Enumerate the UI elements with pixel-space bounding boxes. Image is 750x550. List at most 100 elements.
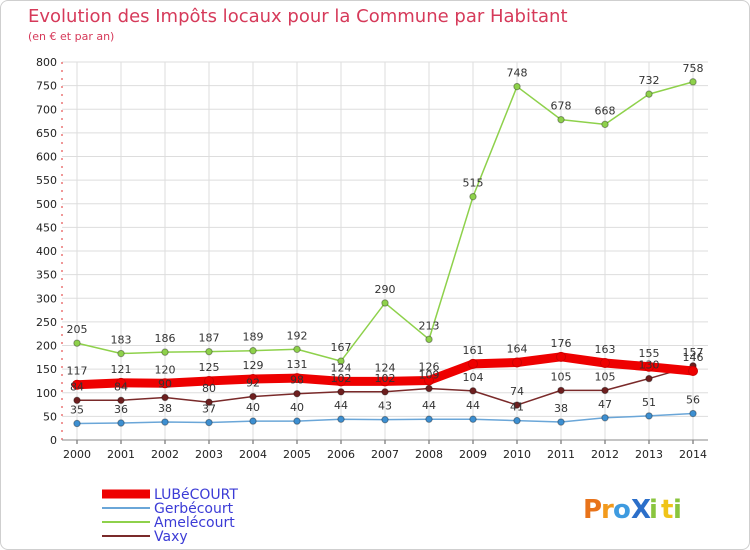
data-label-vaxy-2008: 109 [419,368,440,381]
marker-lub-court-2005 [292,373,302,384]
data-label-gerb-court-2006: 44 [334,399,348,412]
data-label-vaxy-2001: 84 [114,380,128,393]
data-label-amel-court-2006: 167 [331,341,352,354]
data-label-amel-court-2005: 192 [287,329,308,342]
y-tick-label-100: 100 [36,387,57,400]
data-label-gerb-court-2013: 51 [642,396,656,409]
marker-gerb-court-2004 [249,417,257,425]
x-tick-label-2009: 2009 [459,448,487,461]
y-tick-label-0: 0 [50,434,57,447]
y-tick-label-500: 500 [36,198,57,211]
y-tick-label-350: 350 [36,269,57,282]
marker-gerb-court-2002 [161,418,169,426]
data-label-amel-court-2007: 290 [375,283,396,296]
x-tick-label-2000: 2000 [63,448,91,461]
marker-vaxy-2010 [513,401,521,409]
chart-subtitle: (en € et par an) [28,30,114,43]
data-label-lub-court-2004: 129 [243,359,264,372]
data-label-amel-court-2004: 189 [243,331,264,344]
data-label-lub-court-2007: 124 [375,361,396,374]
data-label-amel-court-2014: 758 [683,62,704,75]
marker-amel-court-2003 [205,347,213,356]
marker-amel-court-2011 [557,115,565,124]
data-label-amel-court-2012: 668 [595,104,616,117]
marker-amel-court-2012 [601,120,609,129]
data-label-amel-court-2002: 186 [155,332,176,345]
marker-vaxy-2001 [117,396,125,405]
marker-lub-court-2003 [204,375,214,386]
data-label-vaxy-2013: 130 [639,359,660,372]
x-tick-label-2011: 2011 [547,448,575,461]
legend-label-amel-court: Amelécourt [154,515,235,531]
marker-vaxy-2003 [205,398,213,406]
data-label-lub-court-2013: 155 [639,347,660,360]
marker-gerb-court-2005 [293,417,301,425]
marker-vaxy-2007 [381,388,389,396]
data-label-lub-court-2006: 124 [331,361,352,374]
y-tick-label-250: 250 [36,316,57,329]
marker-lub-court-2000 [72,379,82,390]
y-tick-label-700: 700 [36,103,57,116]
data-label-gerb-court-2005: 40 [290,401,304,414]
marker-vaxy-2000 [73,396,81,405]
x-tick-label-2007: 2007 [371,448,399,461]
proxiti-logo: Pr o Xi t i [583,495,682,525]
marker-vaxy-2008 [425,384,433,393]
x-tick-label-2001: 2001 [107,448,135,461]
data-label-vaxy-2006: 102 [331,372,352,385]
marker-amel-court-2007 [381,299,389,307]
marker-gerb-court-2012 [601,414,609,422]
data-label-lub-court-2014: 146 [683,351,704,364]
data-labels: 205 183 186 187 189 192 167 290 213 515 748 678 668 7… [67,62,704,417]
marker-lub-court-2011 [556,351,566,362]
x-tick-label-2006: 2006 [327,448,355,461]
data-label-vaxy-2007: 102 [375,372,396,385]
legend-label-gerb-court: Gerbécourt [154,501,234,517]
x-tick-label-2010: 2010 [503,448,531,461]
y-tick-label-750: 750 [36,80,57,93]
data-label-gerb-court-2007: 43 [378,400,392,413]
data-label-lub-court-2010: 164 [507,343,528,356]
y-tick-label-400: 400 [36,245,57,258]
data-label-lub-court-2002: 120 [155,363,176,376]
x-tick-label-2003: 2003 [195,448,223,461]
marker-lub-court-2013 [644,361,654,372]
data-label-amel-court-2009: 515 [463,177,484,190]
marker-lub-court-2010 [512,357,522,368]
data-label-lub-court-2001: 121 [111,363,132,376]
data-label-lub-court-2008: 126 [419,360,440,373]
x-tick-label-2013: 2013 [635,448,663,461]
marker-amel-court-2006 [337,357,345,365]
data-label-vaxy-2009: 104 [463,371,484,384]
marker-lub-court-2004 [248,374,258,385]
data-label-lub-court-2012: 163 [595,343,616,356]
data-label-vaxy-2014: 157 [683,346,704,359]
data-label-vaxy-2010: 74 [510,385,524,398]
marker-gerb-court-2014 [689,409,697,418]
marker-gerb-court-2010 [513,416,521,425]
marker-vaxy-2005 [293,389,301,398]
data-label-gerb-court-2003: 37 [202,403,216,416]
data-label-amel-court-2008: 213 [419,319,440,332]
data-label-vaxy-2002: 90 [158,377,172,390]
data-label-gerb-court-2004: 40 [246,401,260,414]
y-tick-label-150: 150 [36,363,57,376]
marker-gerb-court-2013 [645,412,653,420]
marker-gerb-court-2007 [381,415,389,424]
marker-amel-court-2005 [293,345,301,353]
y-tick-label-300: 300 [36,292,57,305]
data-label-vaxy-2004: 92 [246,377,260,390]
marker-vaxy-2013 [645,374,653,383]
y-tick-label-550: 550 [36,174,57,187]
y-tick-label-800: 800 [36,56,57,69]
data-label-gerb-court-2008: 44 [422,399,436,412]
data-label-gerb-court-2012: 47 [598,398,612,411]
logo-letter-4: i [649,495,658,525]
data-label-gerb-court-2009: 44 [466,399,480,412]
data-label-gerb-court-2001: 36 [114,403,128,416]
marker-lub-court-2014 [688,366,698,377]
y-tick-label-450: 450 [36,221,57,234]
marker-amel-court-2004 [249,346,257,355]
data-label-amel-court-2003: 187 [199,332,220,345]
marker-amel-court-2014 [689,78,697,86]
